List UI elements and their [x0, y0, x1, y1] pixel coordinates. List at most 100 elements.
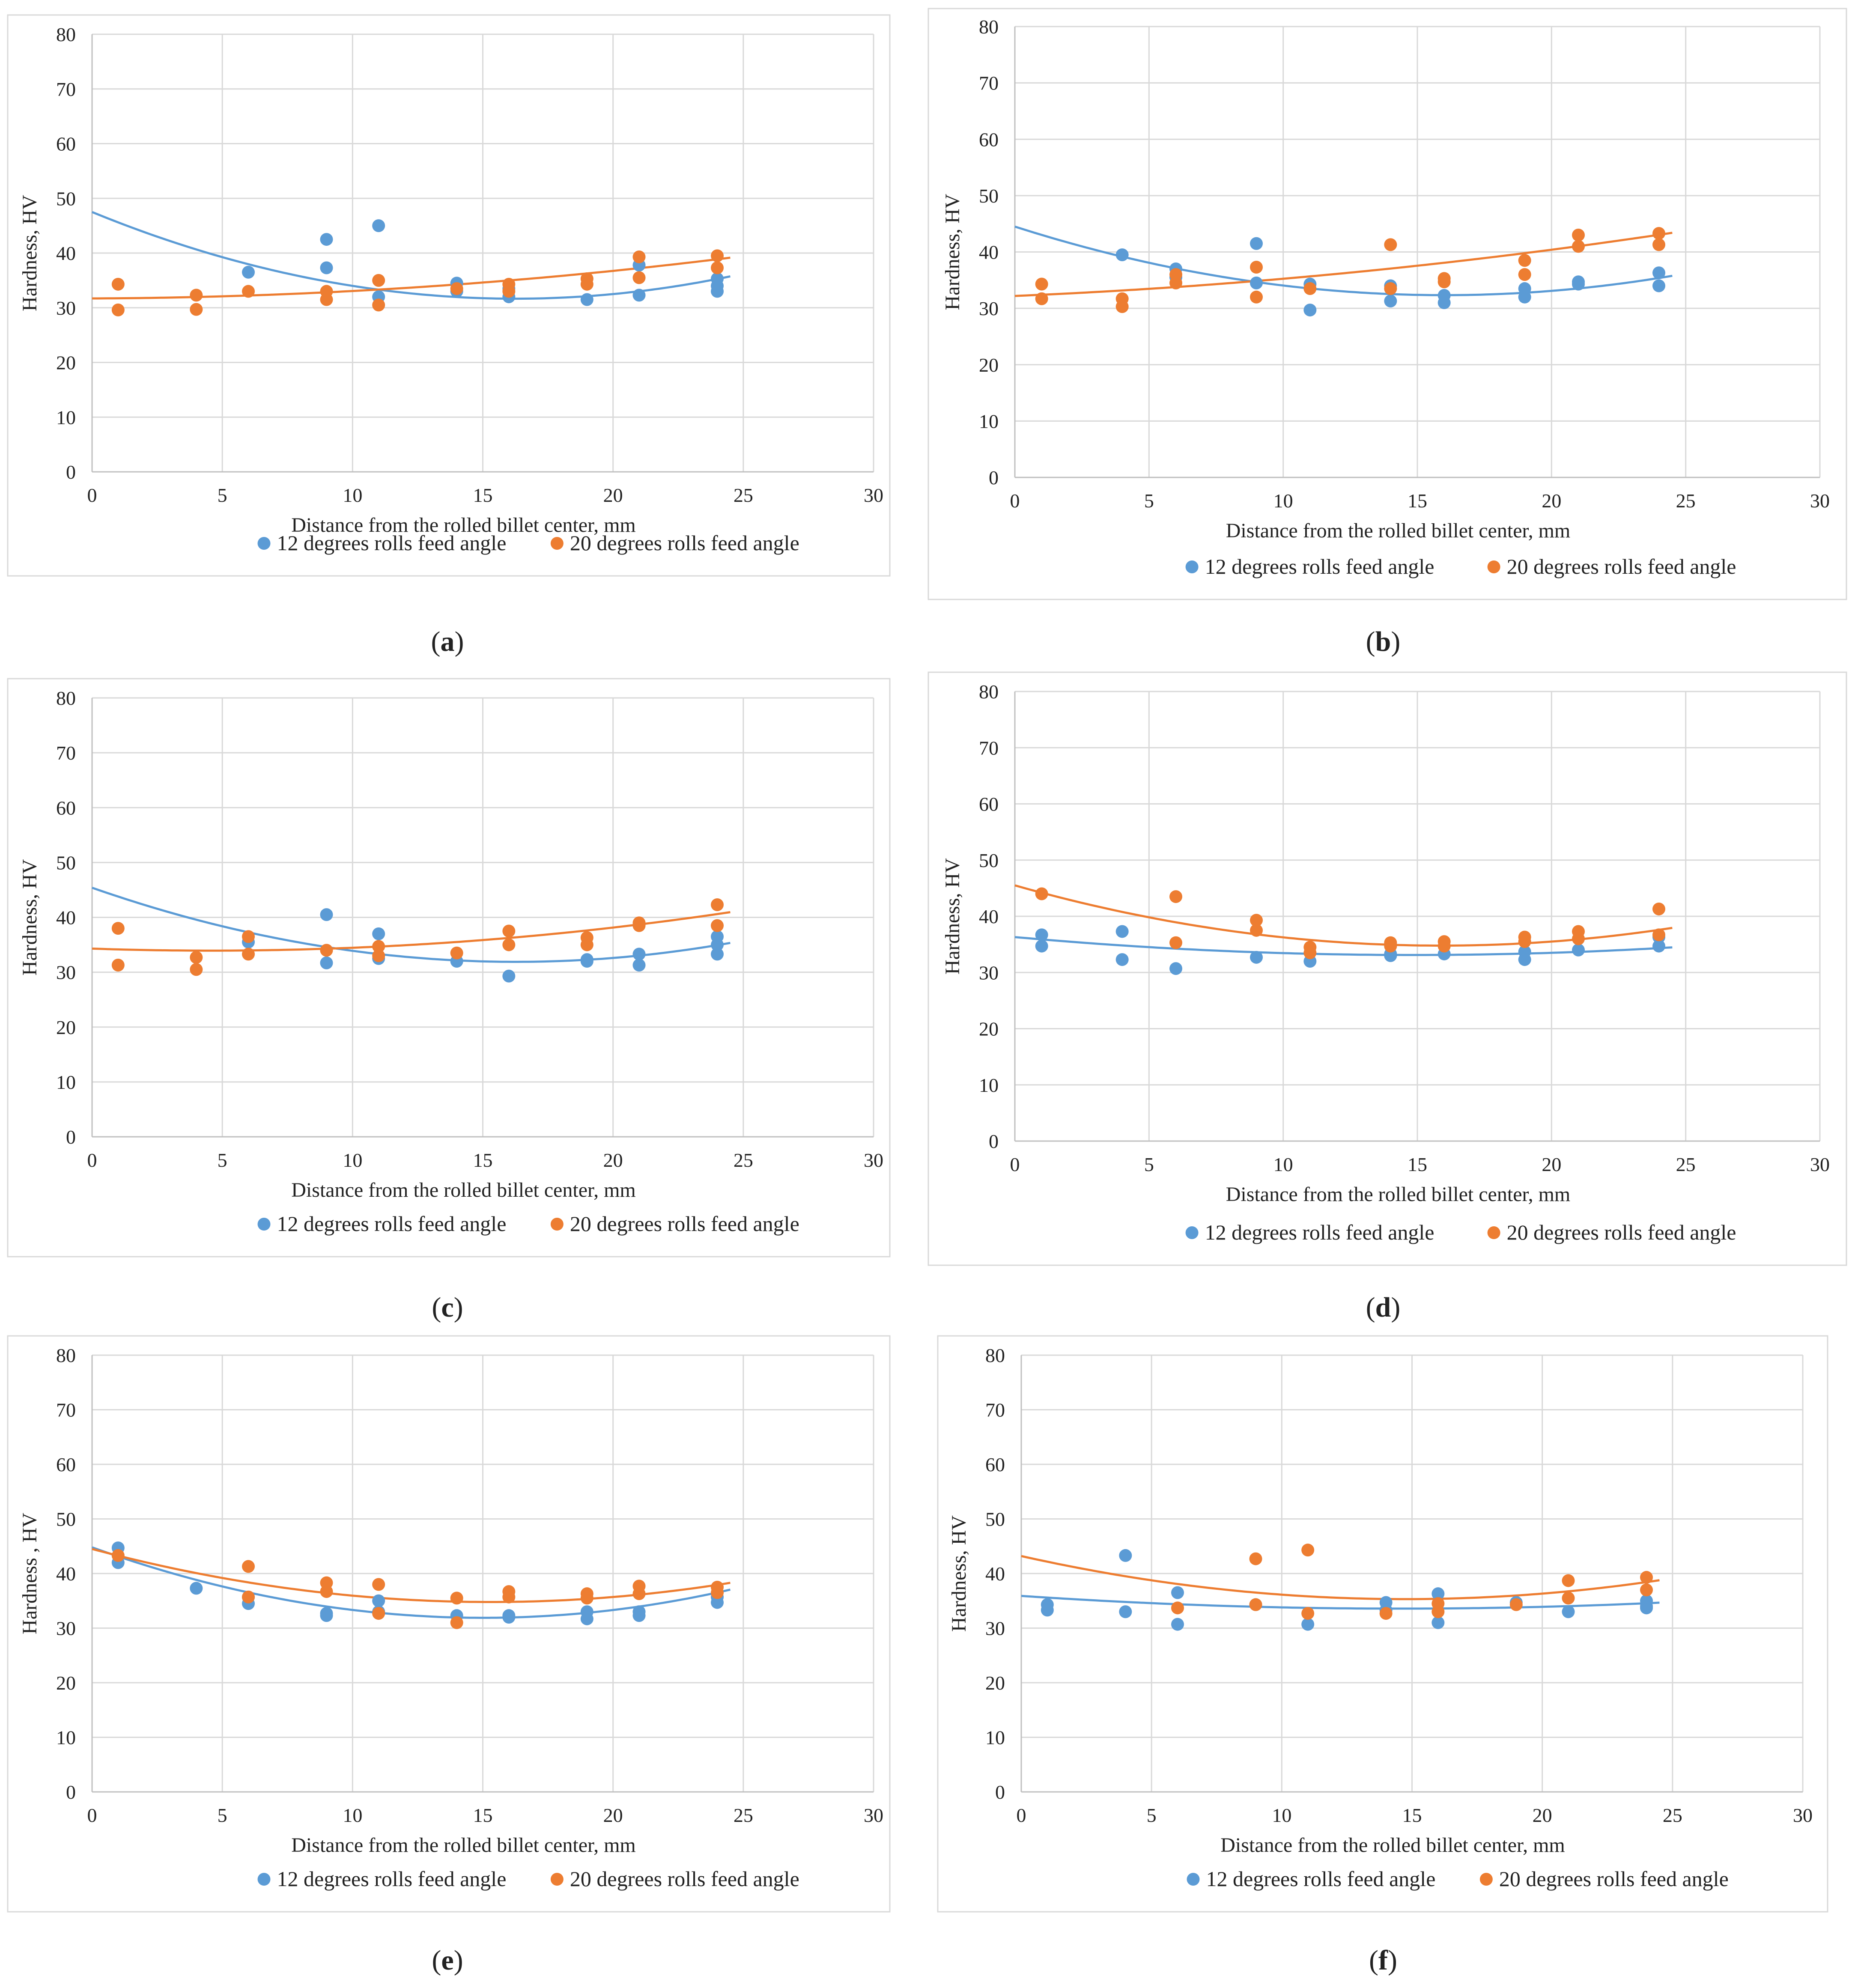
chart-panel-e: 0 10 20 30 40 50 60 70 80 0 5 10 15 20 25 30 Distance fr… [7, 1335, 891, 1976]
data-point-series-2 [1384, 238, 1397, 251]
x-tick-label: 5 [218, 484, 227, 506]
data-point-series-1 [1652, 266, 1665, 280]
legend-marker-series-2 [1479, 1873, 1493, 1886]
data-point-series-2 [1509, 1598, 1523, 1611]
data-point-series-1 [1572, 277, 1585, 291]
data-point-series-1 [1250, 276, 1263, 289]
y-tick-label: 80 [56, 687, 76, 709]
legend-marker-series-1 [257, 1218, 271, 1231]
y-tick-label: 80 [56, 24, 76, 45]
x-tick-label: 30 [1810, 1153, 1830, 1175]
x-axis-title: Distance from the rolled billet center, … [1226, 519, 1570, 542]
y-tick-label: 20 [979, 1018, 999, 1040]
legend-label-series-1: 12 degrees rolls feed angle [1205, 554, 1434, 578]
y-tick-label: 0 [989, 467, 999, 489]
y-axis-title: Hardness, HV [18, 195, 41, 311]
y-tick-label: 0 [66, 1126, 76, 1148]
x-axis-title: Distance from the rolled billet center, … [291, 514, 635, 536]
data-point-series-1 [190, 1582, 203, 1595]
data-point-series-1 [1035, 928, 1048, 942]
data-point-series-2 [1379, 1607, 1393, 1620]
data-point-series-1 [242, 265, 255, 279]
data-point-series-2 [502, 938, 516, 951]
legend-marker-series-1 [1185, 1226, 1199, 1239]
x-tick-label: 0 [87, 484, 97, 506]
data-point-series-1 [1119, 1605, 1132, 1618]
y-tick-label: 70 [56, 1399, 76, 1421]
data-point-series-1 [1384, 949, 1397, 962]
y-tick-label: 50 [985, 1508, 1005, 1530]
data-point-series-1 [1250, 951, 1263, 964]
data-point-series-1 [1303, 304, 1317, 317]
trendline-series-1 [92, 1546, 731, 1619]
y-tick-label: 50 [56, 852, 76, 873]
y-tick-label: 40 [985, 1563, 1005, 1585]
x-tick-label: 5 [218, 1804, 227, 1826]
data-point-series-2 [372, 949, 385, 963]
data-point-series-1 [372, 219, 385, 232]
data-point-series-1 [1250, 237, 1263, 250]
y-tick-label: 40 [979, 241, 999, 263]
y-tick-label: 40 [979, 906, 999, 927]
x-tick-label: 5 [218, 1149, 227, 1171]
trendline-series-2 [1014, 232, 1673, 297]
legend-marker-series-1 [257, 537, 271, 550]
data-point-series-1 [1171, 1618, 1184, 1631]
data-point-series-2 [1572, 229, 1585, 242]
data-point-series-2 [1171, 1601, 1184, 1615]
legend-marker-series-2 [550, 1873, 564, 1886]
y-tick-label: 80 [979, 681, 999, 703]
x-tick-label: 15 [1402, 1804, 1422, 1826]
y-tick-label: 50 [56, 1508, 76, 1530]
y-tick-label: 20 [56, 1016, 76, 1038]
data-point-series-2 [580, 938, 593, 951]
data-point-series-2 [1169, 276, 1182, 289]
data-point-series-2 [242, 285, 255, 298]
data-point-series-2 [1301, 1544, 1315, 1557]
data-point-series-2 [242, 930, 255, 943]
y-tick-label: 10 [985, 1727, 1005, 1749]
data-point-series-1 [1652, 279, 1665, 292]
x-tick-label: 0 [1010, 1153, 1020, 1175]
data-point-series-1 [372, 927, 385, 940]
data-point-series-2 [632, 271, 646, 284]
y-tick-label: 60 [979, 128, 999, 150]
data-point-series-2 [372, 1578, 385, 1591]
x-tick-label: 10 [343, 1149, 362, 1171]
trendline-series-1 [1014, 936, 1673, 956]
x-tick-label: 30 [864, 1804, 883, 1826]
y-tick-label: 0 [66, 1781, 76, 1803]
data-point-series-1 [502, 969, 516, 983]
legend-label-series-1: 12 degrees rolls feed angle [277, 1867, 507, 1891]
data-point-series-1 [580, 293, 593, 306]
data-point-series-1 [320, 233, 333, 246]
data-point-series-1 [1431, 1616, 1445, 1629]
data-point-series-2 [711, 261, 724, 274]
panel-caption: (a) [431, 626, 464, 657]
y-tick-label: 10 [56, 1727, 76, 1749]
legend-label-series-2: 20 degrees rolls feed angle [1507, 554, 1736, 578]
y-tick-label: 30 [56, 962, 76, 984]
data-point-series-2 [1035, 292, 1048, 305]
y-axis-title: Hardness, HV [941, 194, 964, 310]
y-tick-label: 70 [56, 78, 76, 100]
data-point-series-2 [711, 1586, 724, 1599]
trendline-series-2 [1014, 884, 1673, 947]
legend-label-series-1: 12 degrees rolls feed angle [277, 1212, 507, 1236]
data-point-series-2 [1250, 261, 1263, 274]
chart-panel-c: 0 10 20 30 40 50 60 70 80 0 5 10 15 20 25 30 Distance fr… [7, 678, 891, 1323]
data-point-series-2 [1518, 268, 1531, 281]
y-axis-title: Hardness , HV [18, 1513, 41, 1634]
data-point-series-2 [1640, 1571, 1653, 1584]
data-point-series-2 [1301, 1607, 1315, 1620]
data-point-series-2 [450, 1592, 463, 1605]
data-point-series-2 [1572, 932, 1585, 945]
chart-panel-d: 0 10 20 30 40 50 60 70 80 0 5 10 15 20 25 30 Distance fr… [927, 671, 1847, 1323]
y-tick-label: 20 [985, 1672, 1005, 1694]
x-tick-label: 30 [864, 484, 883, 506]
x-tick-label: 20 [1542, 490, 1561, 512]
y-tick-label: 70 [979, 737, 999, 759]
y-tick-label: 60 [56, 133, 76, 155]
x-tick-label: 0 [1017, 1804, 1026, 1826]
